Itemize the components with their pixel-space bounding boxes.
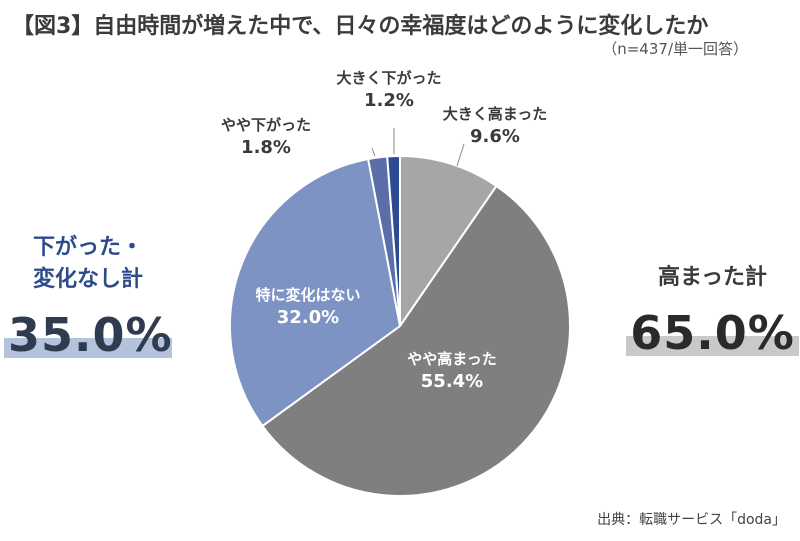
slice-value: 32.0% — [276, 307, 340, 329]
slice-label-slight-increase: やや高まった 55.4% — [407, 350, 497, 393]
pie-slice-0 — [399, 154, 498, 330]
highlight-bar — [4, 337, 172, 358]
slice-label-large-decrease: 大きく下がった 1.2% — [336, 69, 442, 112]
leader-line-large-increase — [456, 143, 465, 167]
pie-slice-2 — [229, 157, 402, 428]
pie-slice-1 — [261, 184, 571, 497]
slice-name: やや高まった — [407, 350, 497, 369]
slice-value: 1.2% — [364, 90, 414, 112]
slice-name: 大きく高まった — [442, 105, 548, 124]
highlight-bar — [626, 335, 799, 356]
summary-value-box: 65.0% — [626, 305, 799, 360]
summary-label: 変化なし計 — [32, 266, 143, 292]
summary-value-box: 35.0% — [4, 308, 172, 362]
slice-name: 大きく下がった — [336, 69, 442, 88]
slice-label-large-increase: 大きく高まった 9.6% — [442, 105, 548, 148]
sample-note: （n=437/単一回答） — [602, 40, 748, 58]
leader-line-slight-decrease — [371, 147, 376, 157]
summary-decrease-or-no-change: 下がった・ 変化なし計 35.0% — [4, 232, 172, 362]
slice-value: 55.4% — [420, 371, 484, 393]
summary-value: 65.0% — [630, 305, 795, 360]
slice-value: 1.8% — [241, 137, 291, 159]
pie-slice-4 — [386, 154, 401, 327]
slice-label-slight-decrease: やや下がった 1.8% — [220, 116, 312, 159]
slice-name: やや下がった — [220, 116, 312, 135]
slice-value: 9.6% — [470, 126, 520, 148]
summary-increase: 高まった計 65.0% — [626, 262, 799, 360]
slice-label-no-change: 特に変化はない 32.0% — [255, 286, 361, 329]
summary-value: 35.0% — [8, 307, 173, 362]
source-note: 出典：転職サービス「doda」 — [597, 512, 786, 528]
summary-label: 高まった計 — [657, 265, 768, 290]
slice-name: 特に変化はない — [255, 286, 361, 305]
summary-label: 下がった・ — [32, 235, 143, 260]
chart-title: 【図3】自由時間が増えた中で、日々の幸福度はどのように変化したか — [12, 14, 709, 39]
